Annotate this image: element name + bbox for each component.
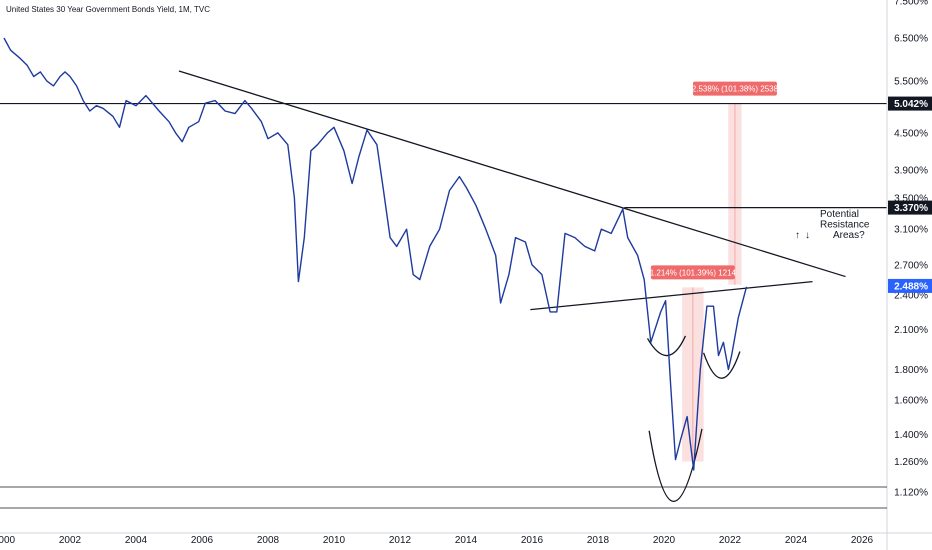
x-tick-label: 2004 <box>125 535 148 546</box>
y-tick-label: 1.120% <box>894 488 928 499</box>
y-tick-label: 1.260% <box>894 457 928 468</box>
price-badge-0 <box>888 96 932 111</box>
x-tick-label: 2008 <box>257 535 280 546</box>
x-tick-label: 2002 <box>59 535 82 546</box>
x-tick-label: 2014 <box>455 535 478 546</box>
price-line-series-0 <box>3 37 748 471</box>
y-tick-label: 1.800% <box>894 365 928 376</box>
x-tick-label: 2022 <box>719 535 742 546</box>
ascending-trendline <box>530 280 813 311</box>
y-tick-label: 1.600% <box>894 395 928 406</box>
x-tick-label: 2018 <box>587 535 610 546</box>
price-badge-1 <box>888 200 932 215</box>
measure-label-1: 1.214% (101.39%) 1214 <box>650 268 737 277</box>
y-tick-label: 2.400% <box>894 291 928 302</box>
x-tick-label: 2012 <box>389 535 412 546</box>
price-badge-label-2: 2.488% <box>894 281 928 292</box>
resistance-note-line: Areas? <box>833 230 865 241</box>
x-tick-label: 2026 <box>851 535 874 546</box>
left-shoulder-arc <box>646 335 687 357</box>
price-badge-label-0: 5.042% <box>894 99 928 110</box>
y-tick-label: 3.100% <box>894 225 928 236</box>
x-tick-label: 2020 <box>653 535 676 546</box>
x-tick-label: 2010 <box>323 535 346 546</box>
y-tick-label: 7.500% <box>894 0 928 8</box>
y-tick-label: 3.900% <box>894 165 928 176</box>
resistance-note-line: Resistance <box>820 220 870 231</box>
y-tick-label: 6.500% <box>894 34 928 45</box>
x-tick-label: 2016 <box>521 535 544 546</box>
measure-label-box-0 <box>692 81 777 96</box>
chart-title: United States 30 Year Government Bonds Y… <box>6 5 210 14</box>
price-badge-2 <box>888 278 932 293</box>
x-tick-label: 2006 <box>191 535 214 546</box>
up-arrow-icon: ↑ <box>795 230 800 241</box>
x-tick-label: 2024 <box>785 535 808 546</box>
right-shoulder-arc <box>702 351 741 379</box>
resistance-note-line: Potential <box>820 209 859 220</box>
measure-label-0: 2.538% (101.38%) 2538 <box>692 85 779 94</box>
price-badge-label-1: 3.370% <box>894 203 928 214</box>
measure-label-box-1 <box>650 265 735 280</box>
y-tick-label: 3.500% <box>894 193 928 204</box>
y-tick-label: 2.100% <box>894 325 928 336</box>
y-tick-label: 1.400% <box>894 430 928 441</box>
y-tick-label: 4.500% <box>894 128 928 139</box>
y-tick-label: 2.700% <box>894 260 928 271</box>
x-tick-label: 2000 <box>0 535 16 546</box>
down-arrow-icon: ↓ <box>805 230 810 241</box>
y-tick-label: 5.500% <box>894 77 928 88</box>
descending-trendline <box>178 70 846 278</box>
